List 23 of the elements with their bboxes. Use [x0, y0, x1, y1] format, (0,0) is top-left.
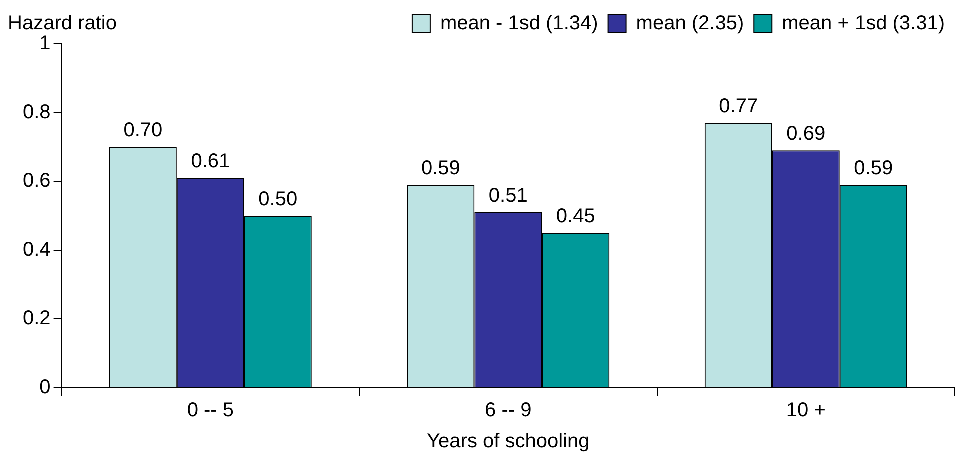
legend-label: mean - 1sd (1.34) [440, 12, 598, 35]
y-tick-label: 0.6 [22, 170, 51, 192]
data-label: 0.69 [786, 123, 826, 146]
data-label: 0.70 [124, 120, 163, 142]
legend-label: mean + 1sd (3.31) [782, 12, 946, 35]
y-tick-label: 0.4 [22, 238, 51, 261]
y-tick-label: 0.8 [22, 101, 51, 124]
y-tick-label: 0.2 [22, 308, 51, 330]
data-label: 0.59 [854, 158, 894, 180]
data-label: 0.51 [488, 185, 528, 208]
x-tick-label: 6 -- 9 [485, 400, 532, 422]
y-tick-label: 0 [40, 376, 51, 399]
x-axis-title: Years of schooling [427, 430, 590, 453]
data-label: 0.45 [556, 206, 596, 228]
data-label: 0.50 [258, 188, 298, 211]
x-tick-label: 10 + [786, 400, 826, 422]
data-label: 0.59 [421, 158, 460, 180]
x-tick-label: 0 -- 5 [187, 400, 234, 422]
data-label: 0.77 [719, 96, 758, 118]
y-axis-title: Hazard ratio [8, 12, 117, 35]
legend-label: mean (2.35) [636, 12, 744, 35]
y-tick-label: 1 [40, 32, 51, 55]
data-label: 0.61 [191, 150, 230, 173]
